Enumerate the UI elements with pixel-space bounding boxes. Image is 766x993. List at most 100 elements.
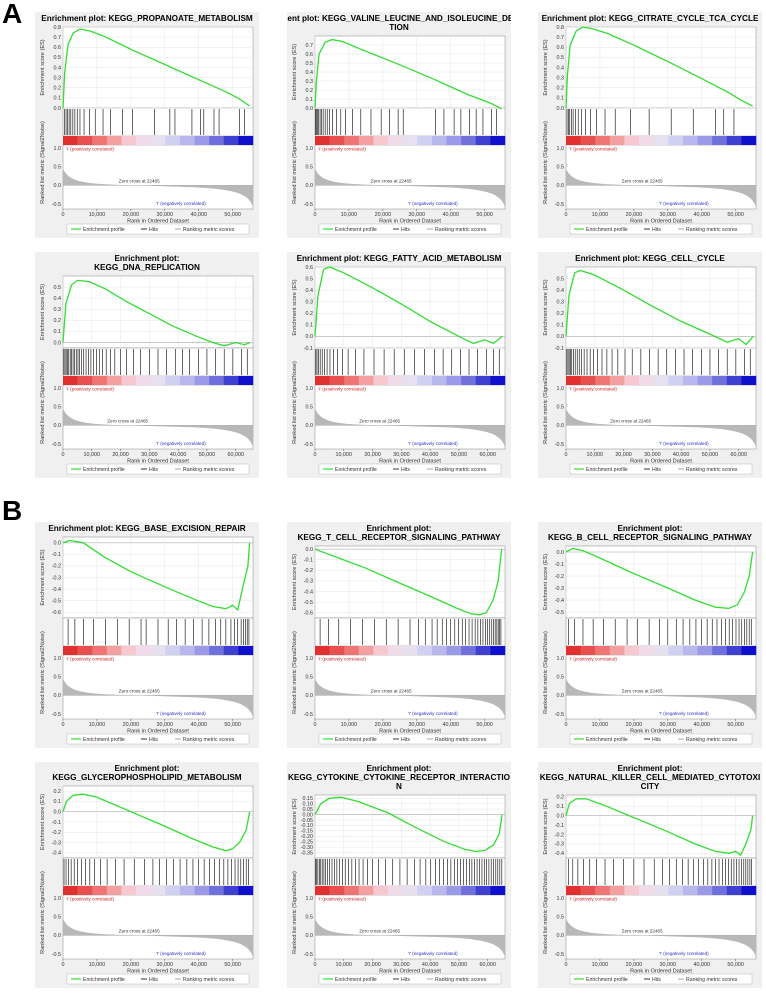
x-tick-label: 50,000 xyxy=(476,212,493,218)
ranking-metric-area xyxy=(315,168,505,207)
x-tick-label: 0 xyxy=(565,722,568,728)
es-y-tick-label: 0.0 xyxy=(557,106,565,112)
legend-metric-label: Ranking metric scores xyxy=(435,467,487,473)
correlation-bar-segment xyxy=(92,136,108,145)
correlation-bar-segment xyxy=(624,886,640,895)
correlation-bar-segment xyxy=(121,886,137,895)
es-plot-area xyxy=(314,266,506,349)
es-y-axis-label: Enrichment score (ES) xyxy=(543,39,549,95)
negatively-correlated-label: 'I' (negatively correlated) xyxy=(659,951,709,956)
legend-box xyxy=(66,463,250,475)
es-y-axis-label: Enrichment score (ES) xyxy=(543,554,549,610)
correlation-bar-segment xyxy=(490,376,506,385)
correlation-bar-segment xyxy=(490,136,506,145)
es-y-tick-label: 0.7 xyxy=(306,43,314,49)
plot-svg: Enrichment plot: KEGG_PROPANOATE_METABOL… xyxy=(40,14,254,235)
x-tick-label: 20,000 xyxy=(626,212,643,218)
correlation-bar-segment xyxy=(315,136,330,145)
correlation-bar-segment xyxy=(209,136,225,145)
metric-y-tick-label: 0.0 xyxy=(557,423,565,429)
correlation-bar-segment xyxy=(461,136,477,145)
es-y-tick-label: 0.4 xyxy=(54,65,62,71)
es-y-tick-label: 0.05 xyxy=(303,807,314,813)
x-tick-label: 40,000 xyxy=(442,212,459,218)
x-tick-label: 50,000 xyxy=(224,722,241,728)
es-y-tick-label: -0.3 xyxy=(52,840,61,846)
plot-svg: Enrichment plot: KEGG_VALINE_LEUCINE_AND… xyxy=(287,14,511,235)
correlation-bar-segment xyxy=(165,136,181,145)
es-plot-area xyxy=(565,266,757,349)
metric-area xyxy=(314,144,506,210)
enrichment-profile-line xyxy=(565,798,754,857)
gsea-plot-12: Enrichment plot: KEGG_NATURAL_KILLER_CELL… xyxy=(538,762,762,988)
hits-area xyxy=(565,857,757,887)
es-y-tick-label: -0.1 xyxy=(555,823,564,829)
x-tick-label: 10,000 xyxy=(84,452,101,458)
legend-box xyxy=(318,733,502,745)
es-y-tick-label: -0.15 xyxy=(301,829,313,835)
es-y-tick-label: -0.2 xyxy=(52,564,61,570)
legend-metric-label: Ranking metric scores xyxy=(435,737,487,743)
correlation-bar-segment xyxy=(344,886,360,895)
x-tick-label: 0 xyxy=(314,452,317,458)
es-y-tick-label: -0.1 xyxy=(52,552,61,558)
positively-correlated-label: 'I' (positively correlated) xyxy=(569,897,617,902)
x-tick-label: 50,000 xyxy=(451,452,468,458)
correlation-bar-segment xyxy=(566,646,581,655)
plot-title-line: KEGG_B_CELL_RECEPTOR_SIGNALING_PATHWAY xyxy=(548,533,753,542)
es-y-tick-label: -0.10 xyxy=(301,823,313,829)
hits-area xyxy=(565,107,757,137)
x-tick-label: 10,000 xyxy=(592,962,609,968)
legend-box xyxy=(569,223,753,235)
legend-enrichment-label: Enrichment profile xyxy=(83,227,125,233)
correlation-bar-segment xyxy=(223,886,239,895)
es-y-tick-label: 0.2 xyxy=(306,88,314,94)
correlation-bar-segment xyxy=(373,646,389,655)
negatively-correlated-label: 'I' (negatively correlated) xyxy=(659,201,709,206)
x-tick-label: 10,000 xyxy=(336,962,353,968)
correlation-bar-segment xyxy=(402,136,418,145)
correlation-bar-segment xyxy=(344,646,360,655)
correlation-bar-segment xyxy=(402,646,418,655)
es-y-tick-label: 0.0 xyxy=(306,334,314,340)
enrichment-profile-line xyxy=(62,793,251,852)
metric-y-axis-label: Ranked list metric (Signal2Noise) xyxy=(292,631,298,714)
es-y-tick-label: -0.1 xyxy=(555,346,564,352)
legend-hits-label: Hits xyxy=(652,227,661,233)
correlation-bar-segment xyxy=(358,376,374,385)
metric-y-tick-label: 0.5 xyxy=(54,164,62,170)
gsea-plot-11: Enrichment plot: KEGG_CYTOKINE_CYTOKINE_R… xyxy=(287,762,511,988)
metric-area xyxy=(62,894,254,960)
x-tick-label: 40,000 xyxy=(693,722,710,728)
plot-title-line: Enrichment plot: xyxy=(114,764,179,773)
x-axis-label: Rank in Ordered Dataset xyxy=(379,459,441,465)
plot-title-line: CITY xyxy=(641,782,660,791)
es-y-tick-label: 0.4 xyxy=(54,296,62,302)
negatively-correlated-label: 'I' (negatively correlated) xyxy=(156,201,206,206)
correlation-bar-segment xyxy=(609,646,625,655)
metric-area xyxy=(314,384,506,450)
zero-cross-label: Zero cross at 22465 xyxy=(359,928,400,933)
es-y-tick-label: 0.5 xyxy=(557,276,565,282)
es-y-tick-label: 0.5 xyxy=(306,61,314,67)
legend-enrichment-label: Enrichment profile xyxy=(335,977,377,983)
x-tick-label: 40,000 xyxy=(693,962,710,968)
metric-y-tick-label: -0.5 xyxy=(52,442,61,448)
correlation-bar-segment xyxy=(106,136,122,145)
metric-y-tick-label: 0.0 xyxy=(557,693,565,699)
correlation-bar-segment xyxy=(639,646,654,655)
legend-box xyxy=(569,733,753,745)
positively-correlated-label: 'I' (positively correlated) xyxy=(318,147,366,152)
metric-y-tick-label: 0.0 xyxy=(306,933,314,939)
negatively-correlated-label: 'I' (negatively correlated) xyxy=(408,441,458,446)
legend-hits-label: Hits xyxy=(401,977,410,983)
correlation-bar-segment xyxy=(179,886,195,895)
ranking-metric-area xyxy=(63,408,253,447)
metric-y-tick-label: 0.5 xyxy=(54,914,62,920)
es-y-tick-label: 0.0 xyxy=(306,106,314,112)
x-tick-label: 20,000 xyxy=(123,212,140,218)
correlation-bar-segment xyxy=(238,646,254,655)
es-y-tick-label: 0.6 xyxy=(557,45,565,51)
es-y-tick-label: 0.3 xyxy=(306,300,314,306)
es-y-tick-label: 0.2 xyxy=(54,789,62,795)
